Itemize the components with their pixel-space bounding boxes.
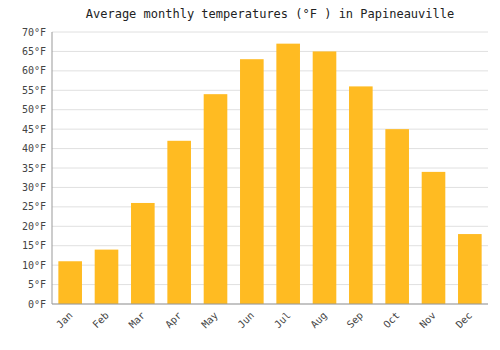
bars bbox=[58, 44, 481, 304]
y-tick-label: 65°F bbox=[22, 46, 46, 57]
x-tick-label: Feb bbox=[90, 310, 111, 331]
grid-line bbox=[52, 51, 488, 52]
x-axis-line bbox=[52, 304, 488, 305]
grid-line bbox=[52, 109, 488, 110]
y-tick-label: 40°F bbox=[22, 143, 46, 154]
bar bbox=[458, 234, 482, 304]
x-tick-label: Apr bbox=[163, 310, 184, 331]
y-tick-label: 35°F bbox=[22, 163, 46, 174]
x-tick-label: Sep bbox=[345, 310, 366, 331]
y-tick-label: 70°F bbox=[22, 27, 46, 38]
y-tick-label: 5°F bbox=[28, 279, 46, 290]
chart-container: Average monthly temperatures (°F ) in Pa… bbox=[0, 0, 500, 350]
grid-line bbox=[52, 129, 488, 130]
title: Average monthly temperatures (°F ) in Pa… bbox=[86, 7, 454, 21]
grid-line bbox=[52, 32, 488, 33]
bar bbox=[349, 86, 373, 304]
x-tick-label: Jan bbox=[54, 310, 75, 331]
bar bbox=[385, 129, 409, 304]
y-tick-label: 30°F bbox=[22, 182, 46, 193]
bar bbox=[422, 172, 446, 304]
x-tick-label: Jun bbox=[236, 310, 257, 331]
x-tick-label: Dec bbox=[454, 310, 475, 331]
y-tick-label: 55°F bbox=[22, 85, 46, 96]
grid-line bbox=[52, 304, 488, 305]
y-tick-label: 60°F bbox=[22, 65, 46, 76]
bar bbox=[131, 203, 155, 304]
grid-line bbox=[52, 90, 488, 91]
y-axis: 0°F 5°F 10°F 15°F 20°F 25°F 30°F 35°F 40°F 45°F 50… bbox=[22, 27, 488, 310]
grid-line bbox=[52, 148, 488, 149]
bar bbox=[167, 141, 191, 304]
y-tick-label: 0°F bbox=[28, 299, 46, 310]
bar bbox=[240, 59, 264, 304]
x-tick-label: Jul bbox=[272, 310, 293, 331]
x-tick-label: Mar bbox=[127, 310, 148, 331]
y-tick-label: 20°F bbox=[22, 221, 46, 232]
bar bbox=[204, 94, 228, 304]
bar bbox=[58, 261, 82, 304]
x-tick-label: Nov bbox=[417, 310, 438, 331]
grid-line bbox=[52, 168, 488, 169]
bar bbox=[313, 51, 337, 304]
x-tick-label: Oct bbox=[381, 310, 402, 331]
y-tick-label: 25°F bbox=[22, 201, 46, 212]
chart: Average monthly temperatures (°F ) in Pa… bbox=[0, 0, 500, 350]
y-tick-label: 45°F bbox=[22, 124, 46, 135]
y-tick-label: 10°F bbox=[22, 260, 46, 271]
x-tick-label: May bbox=[199, 310, 220, 331]
bar bbox=[95, 250, 119, 304]
x-tick-label: Aug bbox=[308, 310, 329, 331]
y-tick-label: 50°F bbox=[22, 104, 46, 115]
x-axis: Jan Feb Mar Apr May Jun Jul Aug Sep Oct Nov Dec bbox=[54, 310, 474, 331]
bar bbox=[276, 44, 300, 304]
y-tick-label: 15°F bbox=[22, 240, 46, 251]
y-axis-line bbox=[52, 32, 53, 304]
grid-line bbox=[52, 70, 488, 71]
